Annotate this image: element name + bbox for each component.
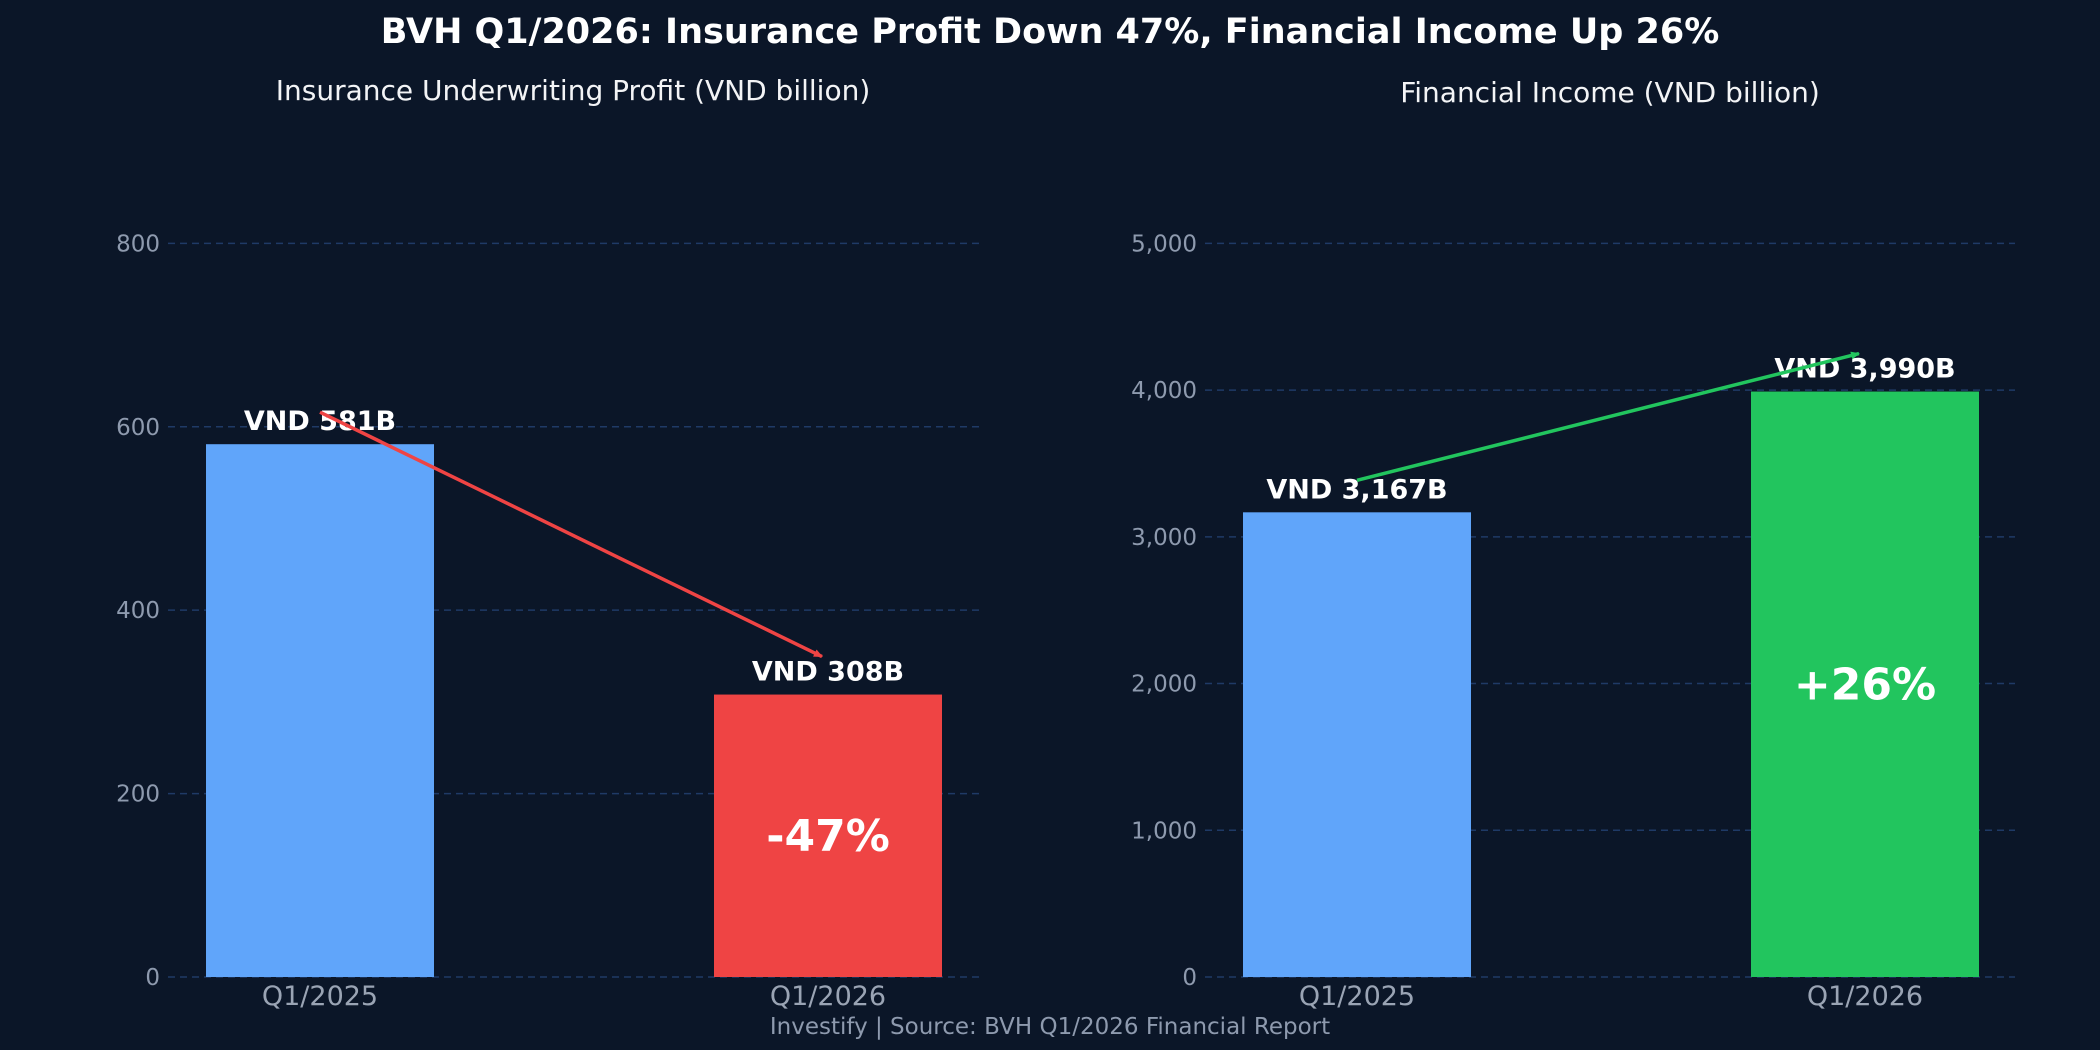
x-tick-label: Q1/2025	[1299, 981, 1415, 1012]
x-tick-label: Q1/2026	[1807, 981, 1923, 1012]
bar-q1-2025	[206, 444, 434, 977]
x-tick-label: Q1/2026	[770, 981, 886, 1012]
y-tick-label: 1,000	[1131, 818, 1197, 844]
chart-panel-2: Financial Income (VND billion) 0 1,000 2,00…	[1131, 76, 2015, 1012]
y-tick-label: 800	[116, 231, 160, 257]
y-tick-label: 2,000	[1131, 672, 1197, 698]
y-tick-label: 0	[1182, 965, 1197, 991]
bar-q1-2026	[1751, 391, 1979, 977]
bar-value-label: VND 581B	[244, 406, 396, 437]
x-tick-label: Q1/2025	[262, 981, 378, 1012]
chart-panel-1: Insurance Underwriting Profit (VND billi…	[116, 74, 980, 1012]
y-tick-label: 200	[116, 782, 160, 808]
y-tick-label: 3,000	[1131, 525, 1197, 551]
bar-value-label: VND 308B	[752, 657, 904, 688]
source-footer: Investify | Source: BVH Q1/2026 Financia…	[769, 1014, 1331, 1040]
trend-arrow	[319, 410, 823, 659]
chart-subtitle: Financial Income (VND billion)	[1400, 76, 1820, 109]
y-tick-label: 5,000	[1131, 231, 1197, 257]
y-tick-label: 600	[116, 415, 160, 441]
y-tick-label: 0	[145, 965, 160, 991]
bar-q1-2026	[714, 694, 942, 977]
chart-main-title: BVH Q1/2026: Insurance Profit Down 47%, …	[380, 12, 1720, 52]
trend-arrow	[1356, 351, 1860, 483]
y-tick-label: 400	[116, 598, 160, 624]
bar-q1-2025	[1243, 512, 1471, 977]
percent-change-label: +26%	[1794, 659, 1936, 710]
chart-subtitle: Insurance Underwriting Profit (VND billi…	[276, 74, 871, 107]
y-tick-label: 4,000	[1131, 378, 1197, 404]
percent-change-label: -47%	[766, 811, 890, 862]
